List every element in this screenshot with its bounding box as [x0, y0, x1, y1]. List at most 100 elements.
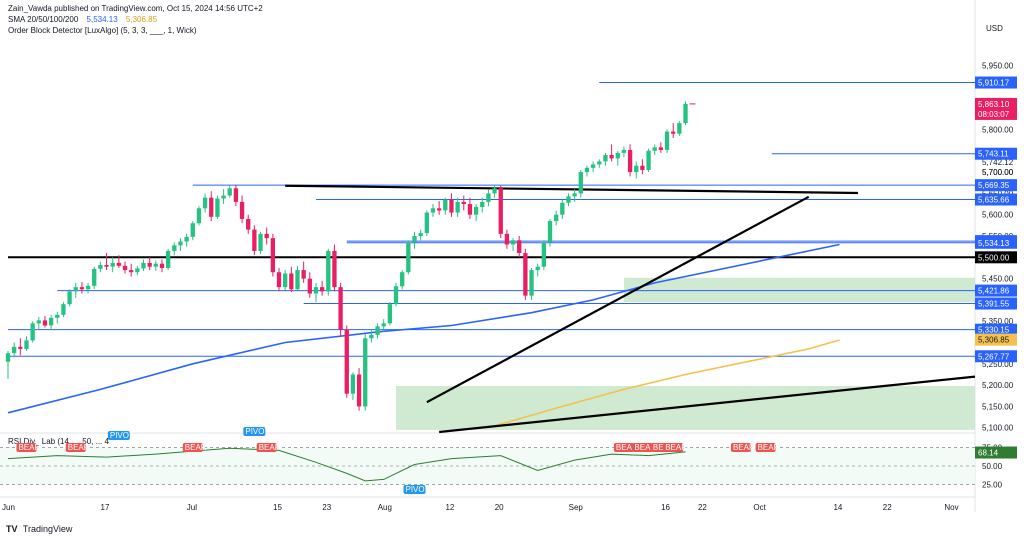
bear-tag-label-4: BEAR: [616, 443, 638, 452]
candle-24: [153, 260, 158, 271]
candle-40: [252, 225, 257, 256]
tradingview-brand: TradingView: [22, 524, 73, 534]
candle-body-83: [517, 240, 522, 254]
candle-23: [147, 257, 152, 271]
candle-body-67: [418, 233, 423, 236]
candle-0: [5, 351, 11, 379]
pivot-tag-1: [243, 427, 266, 436]
candle-body-24: [153, 263, 158, 267]
y-tick-label-8: 5,200.00: [982, 381, 1014, 390]
pivot-tag-2: [403, 485, 426, 494]
candle-body-106: [658, 147, 664, 150]
candle-body-28: [178, 241, 183, 246]
candle-82: [510, 238, 516, 251]
candle-8: [55, 311, 60, 324]
candle-104: [646, 148, 651, 173]
candle-body-94: [584, 167, 590, 173]
candle-body-13: [85, 285, 91, 290]
candle-body-46: [289, 273, 294, 290]
candle-7: [48, 314, 54, 329]
candle-body-102: [634, 165, 639, 173]
candle-body-38: [239, 201, 245, 219]
bear-tag-label-3: BEAR: [259, 443, 281, 452]
candle-68: [424, 210, 429, 236]
level-badge-1: [975, 147, 1017, 160]
candle-body-19: [122, 265, 128, 271]
candle-body-54: [338, 287, 343, 330]
candle-14: [92, 266, 97, 290]
candle-42: [264, 227, 269, 245]
candle-body-93: [578, 172, 583, 194]
candle-body-91: [566, 196, 571, 203]
level-badge-9: [975, 323, 1017, 336]
candle-28: [178, 238, 183, 251]
currency-label[interactable]: USD: [986, 24, 1003, 33]
candle-body-52: [326, 250, 331, 292]
candle-97: [603, 152, 608, 166]
candle-26: [165, 248, 171, 271]
x-tick-label-9: 16: [661, 503, 670, 512]
candle-21: [135, 265, 140, 276]
candle-79: [492, 184, 497, 198]
level-badge-3: [975, 193, 1017, 206]
candle-105: [652, 144, 657, 156]
candle-body-60: [375, 326, 380, 335]
candle-61: [381, 319, 386, 332]
level-badge-0: [975, 76, 1017, 89]
candle-59: [369, 329, 374, 343]
bear-tag-label-5: BEAR: [634, 443, 656, 452]
candle-body-12: [79, 287, 85, 290]
candle-46: [289, 266, 294, 293]
candle-body-98: [609, 155, 614, 159]
bear-tag-label-9: BEAR: [758, 443, 780, 452]
candle-body-92: [572, 193, 577, 197]
y-tick-label-1: 5,800.00: [982, 125, 1014, 134]
candle-63: [393, 282, 399, 307]
candle-49: [307, 272, 312, 298]
candle-85: [529, 267, 534, 300]
candle-body-63: [393, 286, 399, 305]
x-tick-label-10: 22: [698, 503, 707, 512]
candle-9: [61, 302, 66, 317]
candle-body-86: [535, 266, 540, 271]
order-block-zone-0: [623, 277, 975, 303]
level-badge-6: [975, 251, 1017, 264]
candle-37: [233, 184, 239, 207]
order-block-zone-1: [396, 385, 975, 430]
candle-body-71: [443, 199, 448, 211]
candle-body-59: [369, 334, 374, 339]
candle-body-89: [554, 214, 559, 222]
candle-body-49: [307, 278, 312, 294]
candle-47: [295, 265, 300, 292]
candle-16: [104, 253, 109, 271]
rsi-line: [7, 447, 686, 482]
candle-body-53: [332, 250, 337, 288]
sma-label: SMA 20/50/100/200: [8, 15, 79, 24]
candle-48: [301, 261, 306, 283]
candle-30: [190, 221, 195, 241]
current-price-label: 5,863.10: [978, 100, 1010, 109]
candle-36: [227, 185, 232, 198]
candle-77: [480, 197, 485, 213]
rsi-level-label-1: 50.00: [982, 462, 1003, 471]
tradingview-logo[interactable]: TV TradingView: [6, 524, 72, 534]
candle-70: [436, 201, 442, 215]
candle-body-57: [356, 374, 362, 407]
candle-4: [30, 321, 35, 343]
candle-86: [535, 263, 540, 277]
candle-body-44: [276, 272, 282, 288]
candle-body-76: [473, 207, 479, 215]
candle-32: [202, 193, 208, 213]
candle-11: [73, 282, 78, 298]
candle-3: [24, 336, 29, 352]
bear-tag-label-2: BEAR: [185, 443, 207, 452]
candle-89: [554, 210, 559, 226]
candle-body-69: [430, 208, 436, 213]
candle-74: [461, 195, 466, 211]
candle-body-21: [135, 268, 140, 273]
candle-body-77: [480, 201, 485, 208]
candle-50: [313, 282, 319, 303]
order-block-legend: Order Block Detector [LuxAlgo] (5, 3, 3,…: [8, 26, 197, 35]
level-badge-5: [975, 236, 1017, 249]
